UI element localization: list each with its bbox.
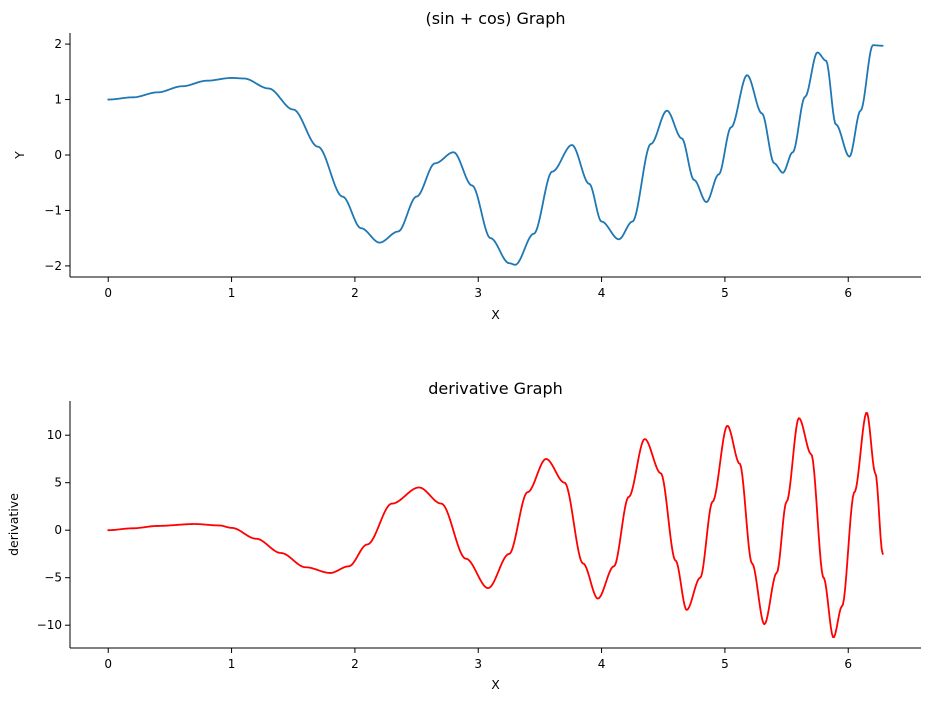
y-tick-label: 2 [54,37,62,51]
x-tick-label: 3 [474,657,482,671]
x-tick-label: 4 [598,286,606,300]
x-tick-label: 5 [721,286,729,300]
chart-1: (sin + cos) Graph 0 1 2 3 4 5 6 −2 −1 0 1 2 X Y [12,9,921,322]
y-tick-label: 0 [54,148,62,162]
x-axis-label: X [491,307,500,322]
y-tick-label: −1 [44,203,62,217]
series-line [107,44,884,266]
x-tick-label: 6 [844,657,852,671]
y-tick-label: −2 [44,259,62,273]
x-tick-label: 3 [474,286,482,300]
x-tick-label: 1 [228,286,236,300]
y-tick-label: 10 [47,428,62,442]
y-tick-label: 0 [54,523,62,537]
y-tick-label: 1 [54,93,62,107]
y-tick-label: −10 [37,618,62,632]
series-line [107,411,884,639]
x-tick-label: 6 [844,286,852,300]
x-tick-label: 2 [351,657,359,671]
x-tick-label: 5 [721,657,729,671]
x-axis-label: X [491,677,500,692]
x-tick-label: 2 [351,286,359,300]
y-tick-label: 5 [54,476,62,490]
x-tick-label: 4 [598,657,606,671]
chart-title: derivative Graph [428,379,563,398]
x-tick-label: 0 [104,657,112,671]
y-tick-label: −5 [44,571,62,585]
y-axis-label: Y [12,151,27,160]
y-axis-label: derivative [6,493,21,556]
x-tick-label: 0 [104,286,112,300]
chart-title: (sin + cos) Graph [425,9,565,28]
x-tick-label: 1 [228,657,236,671]
chart-2: derivative Graph 0 1 2 3 4 5 6 −10 −5 0 5 10 Xderivat… [6,379,921,692]
